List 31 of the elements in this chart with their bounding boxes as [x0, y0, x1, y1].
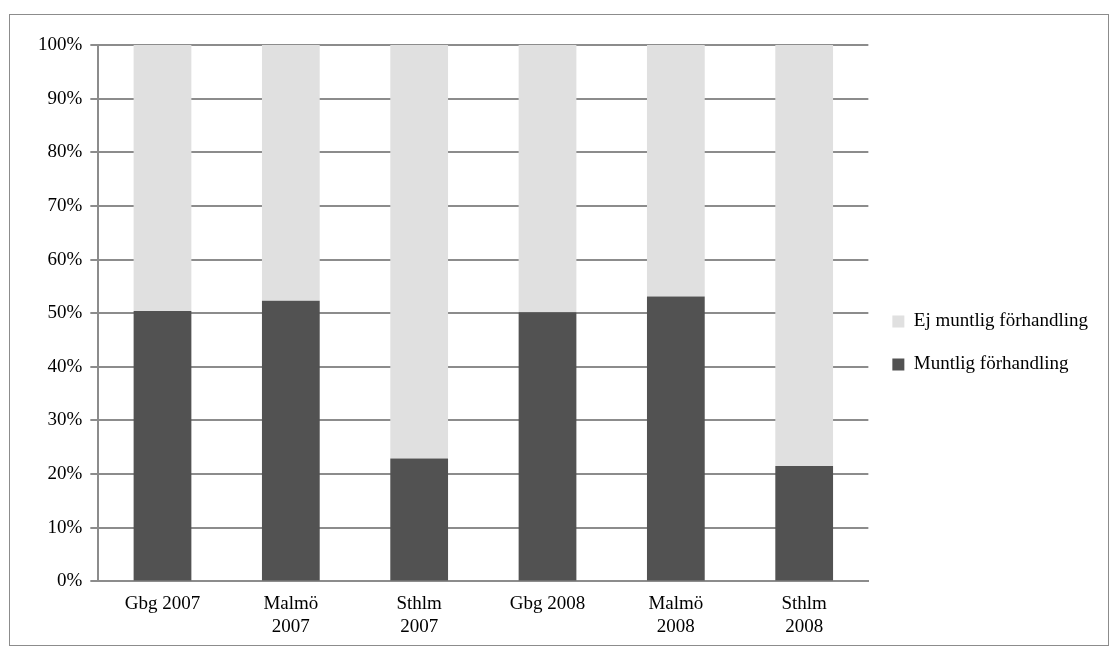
bar: [390, 458, 449, 581]
bar: [133, 45, 192, 312]
y-tick-label: 30%: [47, 408, 83, 430]
bar: [775, 466, 834, 581]
bar: [646, 296, 705, 581]
legend-label: Muntlig förhandling: [913, 352, 1069, 374]
y-tick-label: 60%: [47, 247, 83, 269]
y-tick-label: 100%: [38, 32, 83, 54]
x-tick-label: Malmö 2008: [648, 591, 704, 636]
bar: [775, 45, 834, 467]
bar: [261, 300, 320, 581]
x-tick-label: Gbg 2008: [509, 591, 586, 613]
y-tick-label: 40%: [47, 354, 83, 376]
bar: [518, 312, 577, 581]
bar: [261, 45, 320, 301]
legend-label: Ej muntlig förhandling: [913, 309, 1089, 331]
y-tick-label: 70%: [47, 193, 83, 215]
x-tick-label: Gbg 2007: [124, 591, 201, 613]
y-tick-label: 50%: [47, 301, 83, 323]
bar: [390, 45, 449, 459]
y-tick-label: 0%: [57, 569, 83, 591]
y-tick-label: 80%: [47, 140, 83, 162]
bar: [133, 311, 192, 581]
y-tick-label: 90%: [47, 86, 83, 108]
y-tick-label: 20%: [47, 462, 83, 484]
y-tick-label: 10%: [47, 515, 83, 537]
bar: [646, 45, 705, 297]
bar: [518, 45, 577, 313]
x-tick-label: Sthlm 2008: [781, 591, 828, 636]
x-tick-label: Malmö 2007: [263, 591, 319, 636]
x-tick-label: Sthlm 2007: [396, 591, 443, 636]
